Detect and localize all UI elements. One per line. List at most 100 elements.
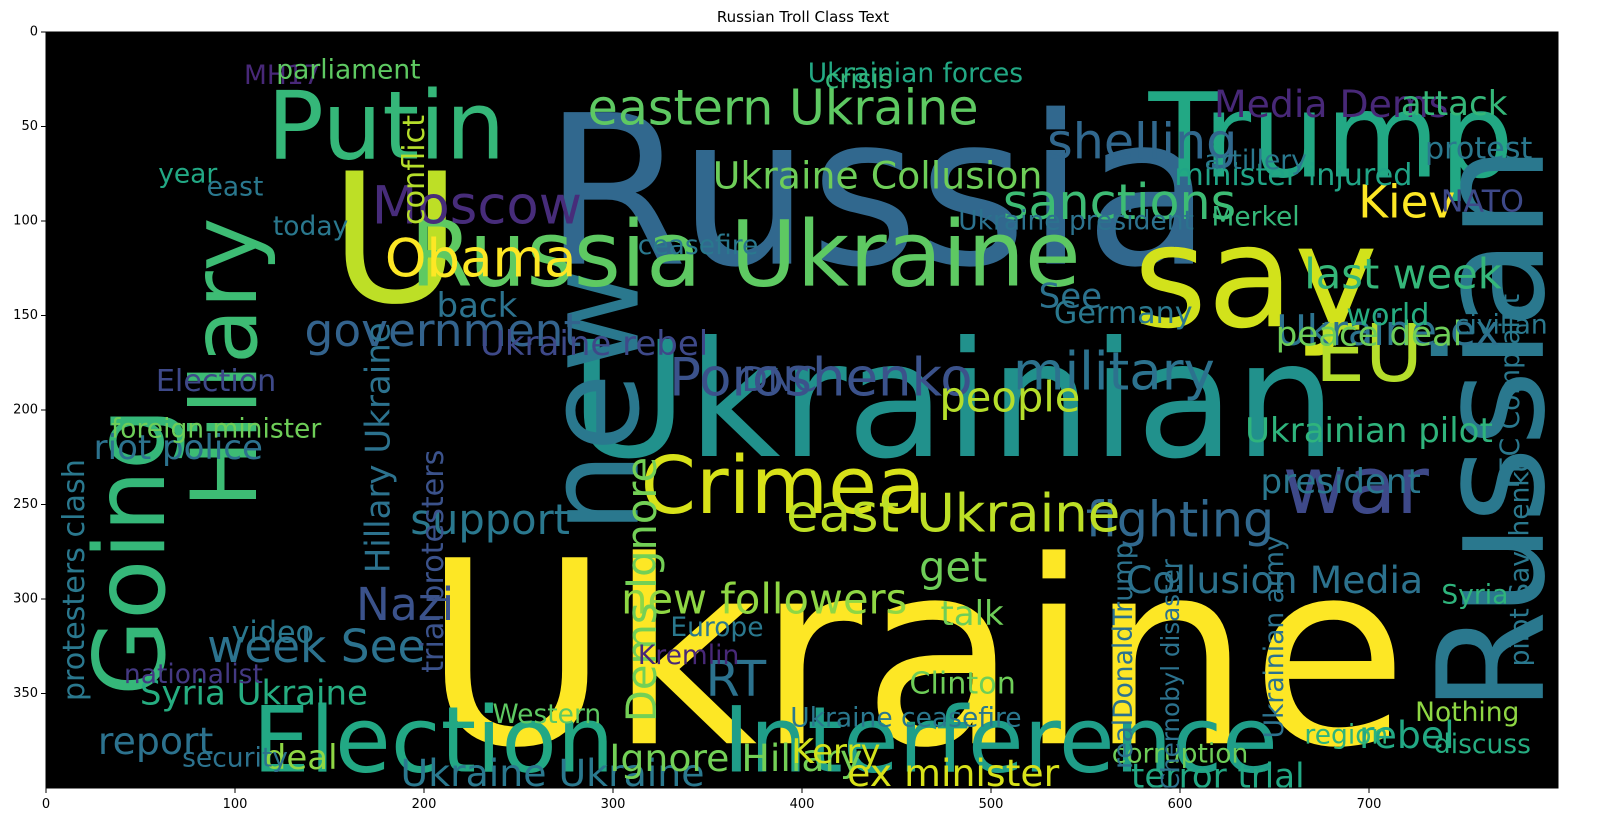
word-49: report: [98, 719, 213, 763]
word-4: say: [1133, 195, 1378, 360]
word-74: Germany: [1054, 296, 1193, 331]
word-37: week See: [207, 620, 425, 673]
x-axis: 0 100 200 300 400 500 600 700: [42, 788, 1382, 812]
word-16: EU: [1315, 307, 1423, 400]
word-61: Election: [156, 364, 276, 399]
word-19: Ukraine Collusion: [713, 154, 1043, 198]
word-53: attack: [1401, 84, 1508, 124]
word-20: shelling: [1047, 113, 1237, 171]
word-40: Ukrainian pilot: [1245, 411, 1493, 451]
word-81: east: [207, 171, 264, 202]
word-90: region: [1304, 720, 1388, 751]
word-26: government: [305, 304, 582, 357]
word-33: get: [919, 542, 987, 591]
y-axis: 0 50 100 150 200 250 300 350: [13, 25, 46, 701]
word-97: trial protesters: [416, 450, 451, 673]
word-100: Chernobyl disaster: [1156, 558, 1185, 790]
word-89: discuss: [1434, 729, 1531, 760]
word-11: Russia Ukraine: [410, 203, 1081, 308]
word-39: Collusion Media: [1126, 558, 1423, 602]
word-14: Crimea: [641, 439, 926, 532]
word-98: realDonaldTrump: [1108, 542, 1139, 769]
word-6: Russian: [1406, 145, 1578, 712]
word-43: world: [1346, 298, 1429, 333]
plot-background: [46, 32, 1558, 788]
word-30: Ukraine ex: [1276, 306, 1499, 355]
word-0: Ukraine: [423, 507, 1408, 804]
word-68: Europe: [670, 612, 763, 643]
word-75: Merkel: [1212, 202, 1300, 233]
word-84: crisis: [825, 64, 893, 95]
word-36: Nazi: [356, 578, 454, 631]
word-18: Media Dems: [1214, 82, 1448, 126]
x-tick-label-4: 400: [790, 797, 815, 812]
word-55: NATO: [1441, 185, 1524, 220]
word-73: See: [1039, 277, 1102, 317]
x-tick-label-0: 0: [42, 797, 50, 812]
word-35: support: [410, 495, 570, 544]
word-48: terror trial: [1131, 757, 1305, 797]
word-29: people: [939, 372, 1080, 421]
word-92: civilian: [1455, 309, 1548, 340]
y-tick-label-3: 150: [13, 308, 38, 323]
word-63: Hillary Ukraine: [359, 322, 399, 573]
word-56: minister injured: [1174, 158, 1412, 193]
word-1: Russia: [543, 72, 1212, 314]
y-tick-label-7: 350: [13, 686, 38, 701]
word-15: war: [1283, 439, 1430, 532]
x-tick-label-1: 100: [223, 797, 248, 812]
word-22: Kiev: [1358, 176, 1455, 229]
word-42: peace deal: [1276, 314, 1463, 354]
word-21: sanctions: [1003, 173, 1236, 231]
word-57: Ukraine president: [958, 206, 1194, 237]
x-tick-label-7: 700: [1357, 797, 1382, 812]
word-54: protest: [1425, 132, 1533, 167]
word-46: Ignore Hillary: [609, 736, 862, 780]
word-79: today: [273, 211, 348, 242]
word-8: Putin: [267, 72, 505, 182]
word-7: new: [520, 268, 669, 534]
word-91: corruption: [1112, 738, 1249, 769]
word-72: back: [437, 286, 518, 326]
y-tick-label-5: 250: [13, 497, 38, 512]
word-83: parliament: [276, 54, 420, 85]
word-17: eastern Ukraine: [588, 79, 979, 137]
word-94: pilot Savchenko: [1505, 456, 1536, 666]
word-13: Interference: [723, 688, 1278, 793]
word-38: RT: [706, 649, 768, 707]
word-85: artillery: [1204, 145, 1307, 176]
word-65: talk: [940, 594, 1004, 634]
x-tick-label-2: 200: [412, 797, 437, 812]
word-25: Obama: [385, 228, 577, 289]
word-86: ceasefire: [638, 230, 759, 261]
chart-title: Russian Troll Class Text: [717, 8, 889, 26]
word-10: Going: [74, 408, 188, 696]
word-87: Ukraine ceasefire: [790, 703, 1021, 734]
word-62: Dems Ignore: [617, 457, 666, 722]
word-32: east Ukraine: [786, 483, 1120, 544]
y-tick-label-1: 50: [21, 119, 38, 134]
word-71: conflict: [397, 115, 432, 225]
word-70: video: [232, 616, 314, 651]
word-5: U: [330, 135, 461, 344]
word-24: Moscow: [372, 175, 582, 236]
word-41: president: [1261, 462, 1421, 502]
word-96: protesters clash: [57, 459, 92, 701]
x-tick-label-6: 600: [1168, 797, 1193, 812]
y-tick-label-6: 300: [13, 592, 38, 607]
y-tick-label-2: 100: [13, 214, 38, 229]
word-23: last week: [1304, 249, 1502, 298]
word-27: Poroshenko: [669, 347, 973, 408]
word-60: DNC: [742, 360, 817, 400]
word-80: year: [158, 158, 217, 189]
word-93: FEC Complaint: [1495, 294, 1526, 488]
word-67: security: [182, 742, 288, 773]
x-tick-label-3: 300: [601, 797, 626, 812]
word-2: Ukrainian: [570, 307, 1337, 494]
word-99: Ukrainian army: [1259, 535, 1290, 738]
word-58: Ukrainian forces: [808, 58, 1023, 89]
word-31: fighting: [1086, 491, 1274, 549]
word-82: MH17: [244, 60, 321, 91]
word-66: deal: [265, 738, 338, 778]
